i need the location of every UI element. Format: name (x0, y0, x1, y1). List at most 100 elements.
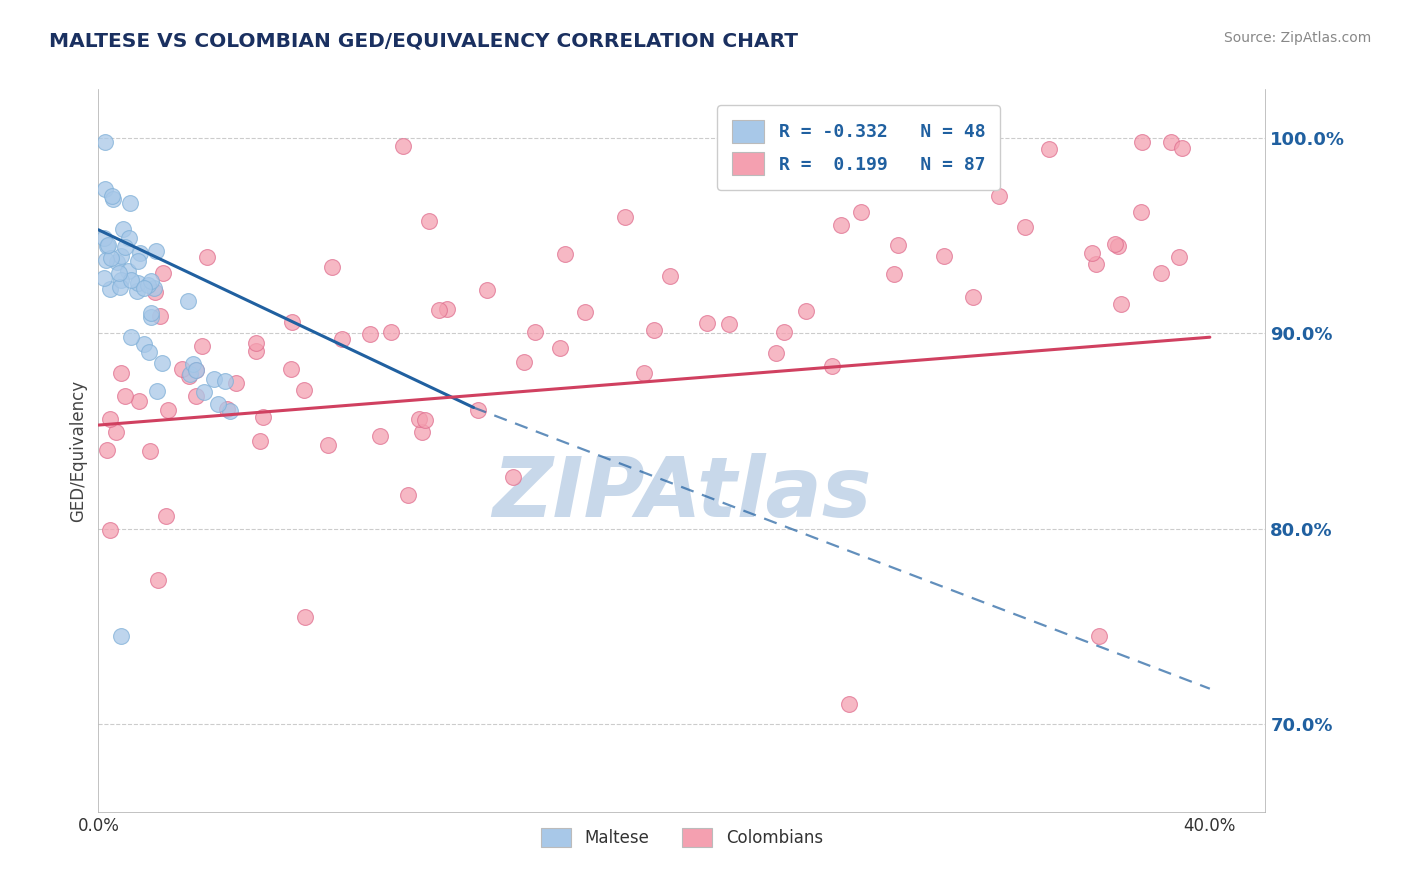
Point (988, 188, 1011, 202)
Point (1109, 297, 1132, 311)
Point (821, 359, 844, 373)
Point (101, 192, 124, 206)
Point (1130, 135, 1153, 149)
Point (513, 355, 536, 369)
Point (93, 271, 115, 285)
Point (105, 425, 128, 439)
Point (330, 332, 353, 346)
Point (830, 218, 852, 232)
Point (110, 366, 132, 380)
Point (96, 442, 118, 457)
Point (718, 317, 741, 331)
Point (98, 523, 121, 537)
Point (142, 280, 165, 294)
Point (359, 326, 381, 341)
Point (186, 363, 208, 377)
Point (380, 326, 402, 340)
Point (219, 404, 242, 418)
Point (132, 336, 155, 351)
Point (765, 345, 787, 359)
Point (214, 374, 236, 388)
Point (633, 366, 655, 380)
Point (1171, 141, 1194, 155)
Point (554, 247, 576, 261)
Point (127, 277, 149, 291)
Point (1014, 220, 1036, 235)
Point (105, 254, 128, 268)
Point (141, 310, 163, 325)
Point (252, 410, 274, 425)
Point (136, 277, 159, 292)
Point (574, 305, 596, 319)
Point (127, 253, 149, 268)
Point (659, 268, 682, 283)
Point (292, 383, 315, 397)
Point (886, 238, 908, 252)
Point (155, 509, 177, 524)
Point (170, 361, 193, 376)
Point (101, 189, 124, 203)
Point (1104, 236, 1126, 251)
Point (883, 267, 905, 281)
Point (1080, 246, 1102, 260)
Point (145, 244, 167, 259)
Legend: Maltese, Colombians: Maltese, Colombians (534, 822, 830, 854)
Point (1087, 629, 1109, 643)
Point (475, 283, 498, 297)
Point (108, 279, 131, 293)
Point (110, 272, 132, 286)
Point (643, 322, 665, 336)
Point (93, 231, 115, 245)
Point (114, 239, 136, 253)
Point (186, 389, 208, 403)
Point (94, 182, 117, 196)
Point (524, 325, 547, 339)
Point (110, 629, 132, 643)
Point (502, 470, 524, 484)
Point (1107, 239, 1129, 253)
Point (118, 196, 141, 211)
Point (134, 281, 156, 295)
Point (128, 394, 150, 409)
Point (294, 610, 316, 624)
Point (838, 698, 860, 712)
Text: MALTESE VS COLOMBIAN GED/EQUIVALENCY CORRELATION CHART: MALTESE VS COLOMBIAN GED/EQUIVALENCY COR… (49, 31, 799, 50)
Point (1150, 266, 1173, 280)
Point (392, 138, 415, 153)
Point (117, 263, 139, 277)
Point (949, 170, 972, 185)
Point (177, 368, 200, 383)
Point (120, 330, 142, 344)
Point (245, 336, 267, 351)
Point (794, 304, 817, 318)
Point (550, 341, 572, 355)
Point (129, 245, 152, 260)
Point (368, 429, 391, 443)
Point (110, 249, 132, 263)
Point (316, 437, 339, 451)
Point (245, 343, 267, 358)
Point (411, 425, 433, 440)
Point (179, 367, 201, 381)
Point (939, 169, 962, 183)
Point (225, 376, 247, 391)
Point (139, 306, 162, 320)
Point (427, 302, 450, 317)
Text: Source: ZipAtlas.com: Source: ZipAtlas.com (1223, 31, 1371, 45)
Point (100, 282, 122, 296)
Point (152, 356, 174, 370)
Point (962, 290, 984, 304)
Point (1168, 250, 1191, 264)
Point (156, 403, 179, 417)
Point (207, 397, 229, 411)
Y-axis label: GED/Equivalency: GED/Equivalency (69, 379, 87, 522)
Point (321, 260, 343, 274)
Point (418, 214, 440, 228)
Point (934, 249, 956, 263)
Point (138, 345, 160, 359)
Point (108, 266, 131, 280)
Point (181, 357, 204, 371)
Point (849, 204, 872, 219)
Point (193, 384, 215, 399)
Point (195, 250, 218, 264)
